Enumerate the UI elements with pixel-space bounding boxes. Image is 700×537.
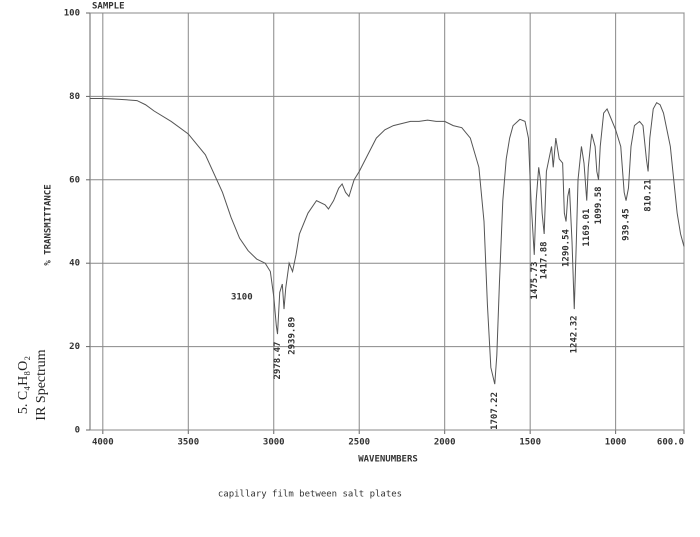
y-tick-label: 80 — [69, 92, 80, 102]
y-axis-label: % TRANSMITTANCE — [44, 184, 54, 265]
x-tick-label: 4000 — [92, 438, 114, 448]
y-tick-label: 60 — [69, 175, 80, 185]
spectrum-line — [90, 97, 685, 385]
y-tick-label: 20 — [69, 342, 80, 352]
x-axis-label: WAVENUMBERS — [358, 455, 418, 465]
peak-label: 939.45 — [621, 208, 631, 241]
x-tick-label: 3500 — [177, 438, 199, 448]
peak-label: 810.21 — [644, 179, 654, 212]
y-tick-label: 0 — [75, 426, 80, 436]
peak-label: 1290.54 — [561, 228, 571, 267]
x-tick-label: 1000 — [605, 438, 627, 448]
side-title: 5. C₄H₈O₂ — [16, 356, 31, 414]
peak-label: 3100 — [231, 293, 253, 303]
peak-label: 1475.73 — [530, 262, 540, 300]
peak-label: 1169.01 — [582, 209, 592, 247]
peak-label: 1417.88 — [540, 241, 550, 279]
side-subtitle: IR Spectrum — [34, 349, 49, 420]
x-tick-label: 600.0 — [657, 438, 684, 448]
chart-title: SAMPLE — [92, 2, 125, 12]
x-tick-label: 3000 — [263, 438, 285, 448]
peak-label: 2939.89 — [288, 317, 298, 355]
peak-label: 1242.32 — [570, 315, 580, 353]
peak-label: 1099.58 — [594, 186, 604, 224]
x-tick-label: 2000 — [434, 438, 456, 448]
peak-label: 1707.22 — [490, 392, 500, 430]
x-tick-label: 2500 — [348, 438, 370, 448]
x-tick-label: 1500 — [519, 438, 541, 448]
peak-label: 2978.47 — [273, 342, 283, 380]
y-tick-label: 40 — [69, 259, 80, 269]
caption: capillary film between salt plates — [218, 490, 402, 500]
y-tick-label: 100 — [64, 9, 80, 19]
